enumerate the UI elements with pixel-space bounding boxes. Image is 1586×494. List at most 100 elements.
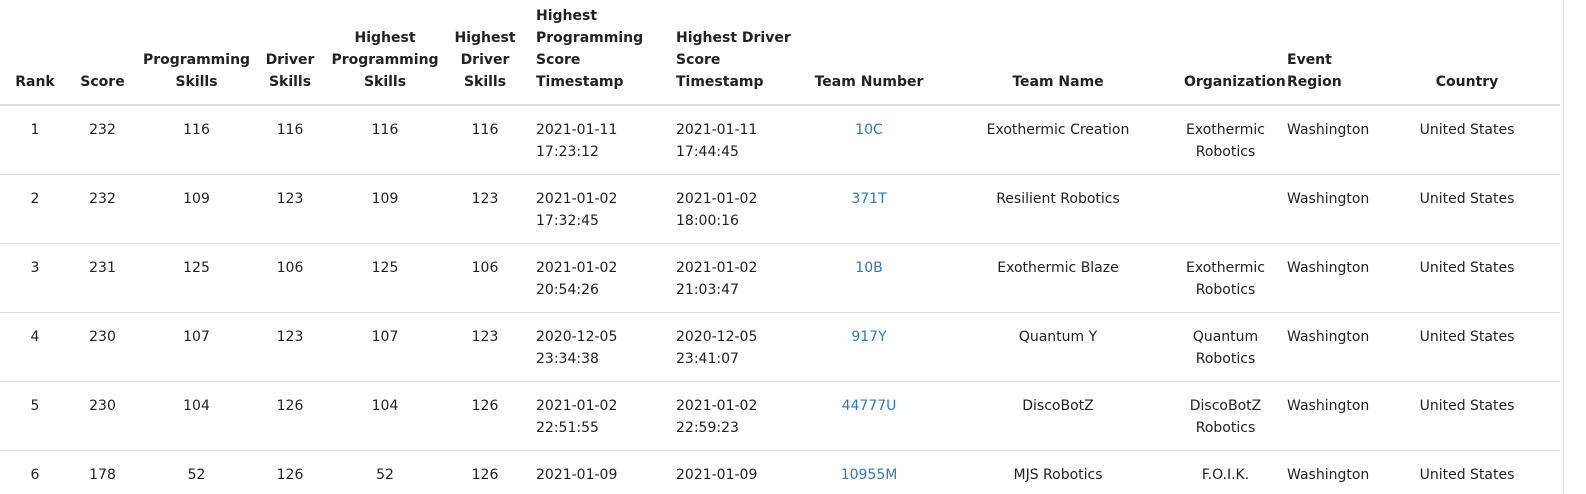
table-cell: Resilient Robotics xyxy=(938,174,1178,244)
table-cell: 107 xyxy=(135,312,258,382)
table-cell: 10955M xyxy=(800,450,938,494)
table-cell: 116 xyxy=(448,105,522,175)
table-cell: 2021-01-02 17:32:45 xyxy=(522,174,662,244)
table-cell: United States xyxy=(1374,381,1560,451)
table-cell: Quantum Y xyxy=(938,312,1178,382)
table-cell: F.O.I.K. xyxy=(1178,450,1273,494)
table-row: 2 232 109 123 109 123 2021-01-02 17:32:45 2021-… xyxy=(0,174,1560,244)
table-cell: 126 xyxy=(258,381,322,451)
table-cell: 10B xyxy=(800,243,938,313)
table-cell: 107 xyxy=(322,312,448,382)
table-cell: 123 xyxy=(448,312,522,382)
table-cell: Washington xyxy=(1273,381,1374,451)
table-cell xyxy=(1178,174,1273,244)
table-row: 6 178 52 126 52 126 2021-01-09 2021-01-09 10955M… xyxy=(0,450,1560,494)
column-header: Highest Programming Score Timestamp xyxy=(522,0,662,106)
table-cell: Washington xyxy=(1273,105,1374,175)
column-header: Rank xyxy=(0,0,70,106)
table-cell: 106 xyxy=(448,243,522,313)
table-cell: 178 xyxy=(70,450,135,494)
table-cell: United States xyxy=(1374,174,1560,244)
column-header: Team Number xyxy=(800,0,938,106)
team-link[interactable]: 44777U xyxy=(841,398,897,414)
table-cell: 371T xyxy=(800,174,938,244)
table-cell: 2 xyxy=(0,174,70,244)
table-cell: 2021-01-02 22:59:23 xyxy=(662,381,800,451)
column-header: Highest Driver Score Timestamp xyxy=(662,0,800,106)
table-cell: 125 xyxy=(322,243,448,313)
column-header: Highest Programming Skills xyxy=(322,0,448,106)
table-cell: 2021-01-09 xyxy=(522,450,662,494)
table-cell: 2021-01-02 18:00:16 xyxy=(662,174,800,244)
table-cell: Exothermic Robotics xyxy=(1178,243,1273,313)
column-header: Country xyxy=(1374,0,1560,106)
table-cell: 109 xyxy=(135,174,258,244)
table-cell: United States xyxy=(1374,312,1560,382)
table-cell: 123 xyxy=(448,174,522,244)
table-cell: Exothermic Robotics xyxy=(1178,105,1273,175)
table-cell: 2021-01-09 xyxy=(662,450,800,494)
table-row: 4 230 107 123 107 123 2020-12-05 23:34:38 2020-… xyxy=(0,312,1560,382)
table-cell: Exothermic Creation xyxy=(938,105,1178,175)
table-row: 3 231 125 106 125 106 2021-01-02 20:54:26 2021-… xyxy=(0,243,1560,313)
table-cell: United States xyxy=(1374,105,1560,175)
table-row: 1 232 116 116 116 116 2021-01-11 17:23:12 2021-… xyxy=(0,105,1560,175)
table-cell: 123 xyxy=(258,312,322,382)
table-cell: Quantum Robotics xyxy=(1178,312,1273,382)
table-cell: Washington xyxy=(1273,450,1374,494)
team-link[interactable]: 10B xyxy=(855,260,883,276)
table-cell: 109 xyxy=(322,174,448,244)
table-cell: MJS Robotics xyxy=(938,450,1178,494)
table-cell: 106 xyxy=(258,243,322,313)
table-cell: 52 xyxy=(135,450,258,494)
table-cell: 2020-12-05 23:41:07 xyxy=(662,312,800,382)
table-cell: 126 xyxy=(448,381,522,451)
table-cell: 2021-01-02 22:51:55 xyxy=(522,381,662,451)
table-cell: 126 xyxy=(448,450,522,494)
column-header: Highest Driver Skills xyxy=(448,0,522,106)
table-cell: 10C xyxy=(800,105,938,175)
table-cell: 4 xyxy=(0,312,70,382)
column-header: Organization xyxy=(1178,0,1286,106)
table-cell: 126 xyxy=(258,450,322,494)
table-cell: 116 xyxy=(135,105,258,175)
table-cell: DiscoBotZ xyxy=(938,381,1178,451)
table-cell: 2021-01-02 20:54:26 xyxy=(522,243,662,313)
table-cell: 231 xyxy=(70,243,135,313)
team-link[interactable]: 917Y xyxy=(851,329,887,345)
table-cell: 230 xyxy=(70,312,135,382)
table-cell: 116 xyxy=(258,105,322,175)
table-cell: 2021-01-02 21:03:47 xyxy=(662,243,800,313)
table-row: 5 230 104 126 104 126 2021-01-02 22:51:55 2021-… xyxy=(0,381,1560,451)
table-cell: 6 xyxy=(0,450,70,494)
column-header: Driver Skills xyxy=(258,0,322,106)
table-cell: 1 xyxy=(0,105,70,175)
table-body: 1 232 116 116 116 116 2021-01-11 17:23:12 2021-… xyxy=(0,105,1560,494)
header-row: Rank Score Programming Skills Driver Skills… xyxy=(0,0,1560,106)
team-link[interactable]: 371T xyxy=(851,191,887,207)
table-cell: DiscoBotZ Robotics xyxy=(1178,381,1273,451)
table-cell: Washington xyxy=(1273,174,1374,244)
table-cell: 125 xyxy=(135,243,258,313)
table-cell: 230 xyxy=(70,381,135,451)
table-cell: 5 xyxy=(0,381,70,451)
table-cell: 2021-01-11 17:44:45 xyxy=(662,105,800,175)
column-header: Event Region xyxy=(1273,0,1374,106)
column-header: Programming Skills xyxy=(135,0,258,106)
table-cell: United States xyxy=(1374,450,1560,494)
table-cell: 123 xyxy=(258,174,322,244)
column-header: Score xyxy=(70,0,135,106)
table-cell: 116 xyxy=(322,105,448,175)
team-link[interactable]: 10C xyxy=(855,122,883,138)
table-cell: 104 xyxy=(135,381,258,451)
table-cell: 2020-12-05 23:34:38 xyxy=(522,312,662,382)
table-cell: 2021-01-11 17:23:12 xyxy=(522,105,662,175)
column-header: Team Name xyxy=(938,0,1178,106)
table-cell: 232 xyxy=(70,105,135,175)
table-cell: 3 xyxy=(0,243,70,313)
table-cell: Exothermic Blaze xyxy=(938,243,1178,313)
team-link[interactable]: 10955M xyxy=(840,467,898,483)
table-cell: Washington xyxy=(1273,243,1374,313)
